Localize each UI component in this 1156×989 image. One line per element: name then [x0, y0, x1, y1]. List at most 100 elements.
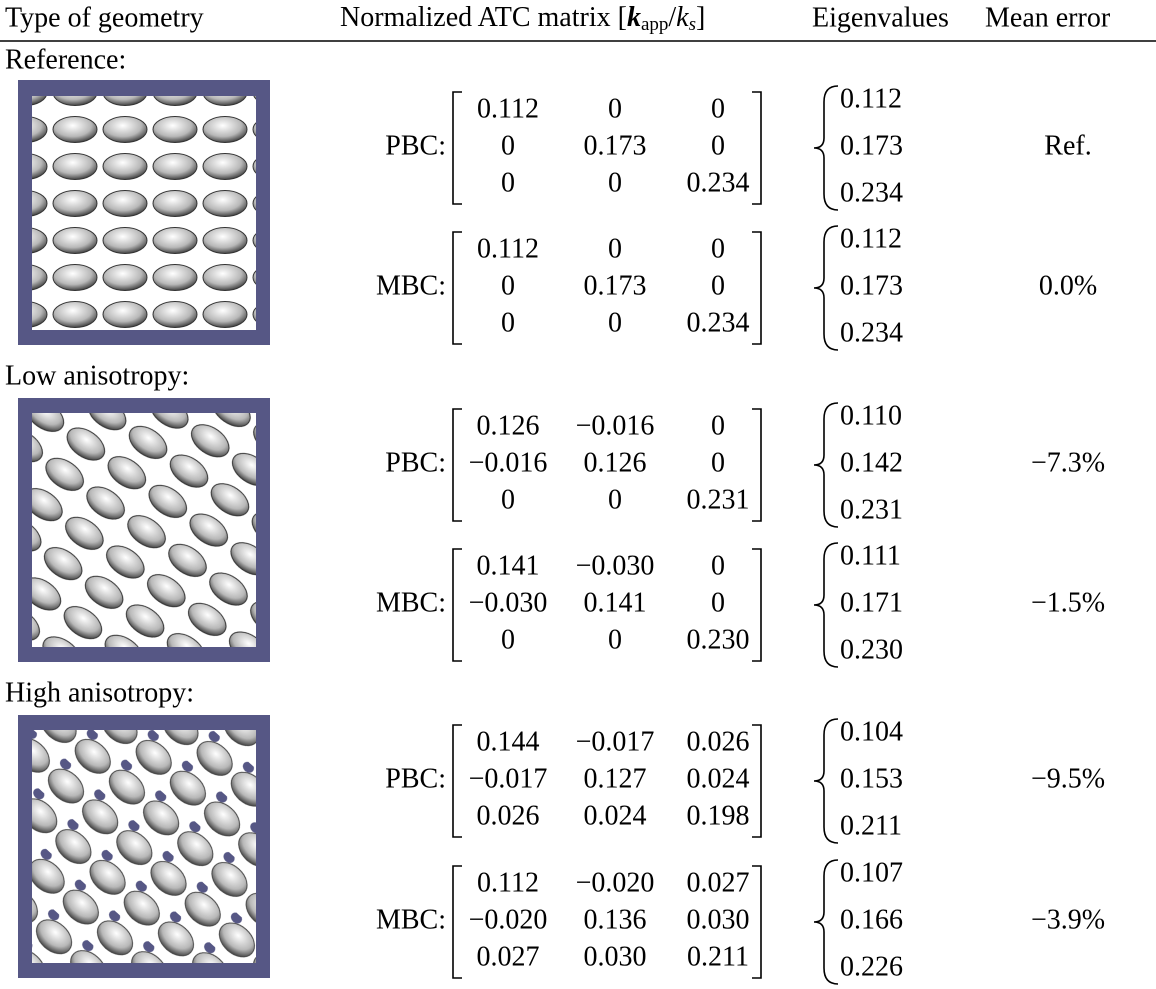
geometry-image	[18, 80, 270, 345]
matrix-entry: −0.017	[469, 763, 548, 794]
matrix-entry: 0.136	[584, 904, 647, 935]
eigenvalue: 0.166	[840, 904, 903, 935]
mean-error: −3.9%	[1031, 904, 1105, 935]
matrix-entry: −0.020	[469, 904, 548, 935]
boundary-condition: PBC:	[385, 763, 446, 794]
matrix-entry: 0	[501, 270, 515, 301]
matrix-bracket	[452, 724, 462, 838]
matrix-entry: 0	[501, 624, 515, 655]
mean-error: −7.3%	[1031, 447, 1105, 478]
header-cell: Mean error	[985, 2, 1111, 33]
eigenvalue: 0.173	[840, 130, 903, 161]
geometry-image	[18, 715, 270, 978]
matrix-entry: −0.020	[576, 867, 655, 898]
matrix-bracket	[752, 865, 762, 979]
matrix-entry: 0	[608, 167, 622, 198]
header-cell: Normalized ATC matrix [kapp/ks]	[340, 2, 705, 35]
matrix-entry: 0.112	[477, 93, 539, 124]
matrix-entry: 0	[608, 484, 622, 515]
header-cell: Eigenvalues	[812, 2, 949, 33]
matrix-bracket	[752, 548, 762, 662]
matrix-entry: −0.017	[576, 726, 655, 757]
boundary-condition: MBC:	[376, 587, 446, 618]
matrix-entry: 0	[608, 93, 622, 124]
matrix-bracket	[752, 408, 762, 522]
eigenvalue: 0.153	[840, 763, 903, 794]
matrix-entry: 0.198	[687, 800, 750, 831]
eigenvalue: 0.142	[840, 447, 903, 478]
boundary-condition: PBC:	[385, 447, 446, 478]
eigenvalue: 0.234	[840, 317, 903, 348]
boundary-condition: MBC:	[376, 904, 446, 935]
matrix-entry: 0	[501, 130, 515, 161]
eigenvalue: 0.104	[840, 716, 903, 747]
matrix-entry: 0.026	[477, 800, 540, 831]
mean-error: 0.0%	[1039, 270, 1097, 301]
matrix-bracket	[752, 231, 762, 345]
matrix-bracket	[452, 408, 462, 522]
eigenvalue: 0.107	[840, 857, 903, 888]
mean-error: −9.5%	[1031, 763, 1105, 794]
mean-error: −1.5%	[1031, 587, 1105, 618]
matrix-entry: 0	[501, 484, 515, 515]
matrix-entry: 0	[501, 307, 515, 338]
matrix-entry: −0.030	[469, 587, 548, 618]
mean-error: Ref.	[1044, 130, 1091, 161]
matrix-entry: 0.024	[687, 763, 750, 794]
header-cell: Type of geometry	[5, 2, 204, 33]
matrix-entry: 0.173	[584, 270, 647, 301]
matrix-entry: 0.112	[477, 233, 539, 264]
eigenvalue: 0.112	[840, 223, 902, 254]
matrix-entry: 0	[608, 307, 622, 338]
matrix-bracket	[752, 91, 762, 205]
matrix-entry: 0	[608, 624, 622, 655]
eigenvalue: 0.171	[840, 587, 903, 618]
matrix-entry: 0	[711, 587, 725, 618]
eigenvalue: 0.226	[840, 951, 903, 982]
eigenvalue: 0.231	[840, 494, 903, 525]
matrix-bracket	[452, 865, 462, 979]
matrix-entry: 0	[711, 93, 725, 124]
matrix-entry: 0	[711, 130, 725, 161]
boundary-condition: PBC:	[385, 130, 446, 161]
matrix-entry: 0.141	[584, 587, 647, 618]
eigenvalue: 0.111	[840, 540, 901, 571]
matrix-entry: 0	[711, 447, 725, 478]
matrix-entry: 0.144	[477, 726, 540, 757]
group-label: Low anisotropy:	[5, 360, 189, 391]
matrix-entry: 0	[711, 410, 725, 441]
eigenvalue: 0.211	[840, 810, 902, 841]
matrix-entry: 0.026	[687, 726, 750, 757]
matrix-entry: 0	[711, 550, 725, 581]
boundary-condition: MBC:	[376, 270, 446, 301]
matrix-entry: 0	[608, 233, 622, 264]
eigen-brace	[813, 718, 839, 844]
matrix-entry: 0.127	[584, 763, 647, 794]
matrix-bracket	[452, 91, 462, 205]
matrix-entry: 0.211	[687, 941, 749, 972]
matrix-entry: −0.016	[469, 447, 548, 478]
matrix-entry: 0.030	[584, 941, 647, 972]
matrix-bracket	[452, 548, 462, 662]
eigenvalue: 0.234	[840, 177, 903, 208]
matrix-entry: 0.234	[687, 307, 750, 338]
matrix-entry: 0.027	[477, 941, 540, 972]
matrix-entry: 0.231	[687, 484, 750, 515]
matrix-entry: 0.112	[477, 867, 539, 898]
matrix-entry: 0.126	[477, 410, 540, 441]
eigen-brace	[813, 859, 839, 985]
matrix-entry: 0.024	[584, 800, 647, 831]
matrix-entry: 0.173	[584, 130, 647, 161]
matrix-entry: 0.230	[687, 624, 750, 655]
matrix-entry: −0.030	[576, 550, 655, 581]
matrix-entry: 0.030	[687, 904, 750, 935]
matrix-entry: 0	[711, 233, 725, 264]
eigen-brace	[813, 542, 839, 668]
eigenvalue: 0.230	[840, 634, 903, 665]
matrix-bracket	[452, 231, 462, 345]
eigenvalue: 0.173	[840, 270, 903, 301]
geometry-image	[18, 398, 270, 662]
eigen-brace	[813, 402, 839, 528]
